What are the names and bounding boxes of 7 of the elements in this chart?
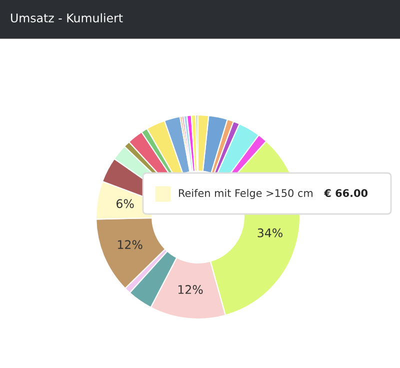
data-label: 12% bbox=[118, 240, 142, 250]
data-label: 12% bbox=[178, 285, 203, 294]
data-label: 6% bbox=[116, 199, 134, 208]
chart-title: Umsatz - Kumuliert bbox=[11, 13, 123, 22]
data-label: 34% bbox=[258, 228, 282, 238]
text: € 66.00 bbox=[324, 189, 368, 198]
text: Reifen mit Felge >150 cm bbox=[179, 188, 312, 200]
